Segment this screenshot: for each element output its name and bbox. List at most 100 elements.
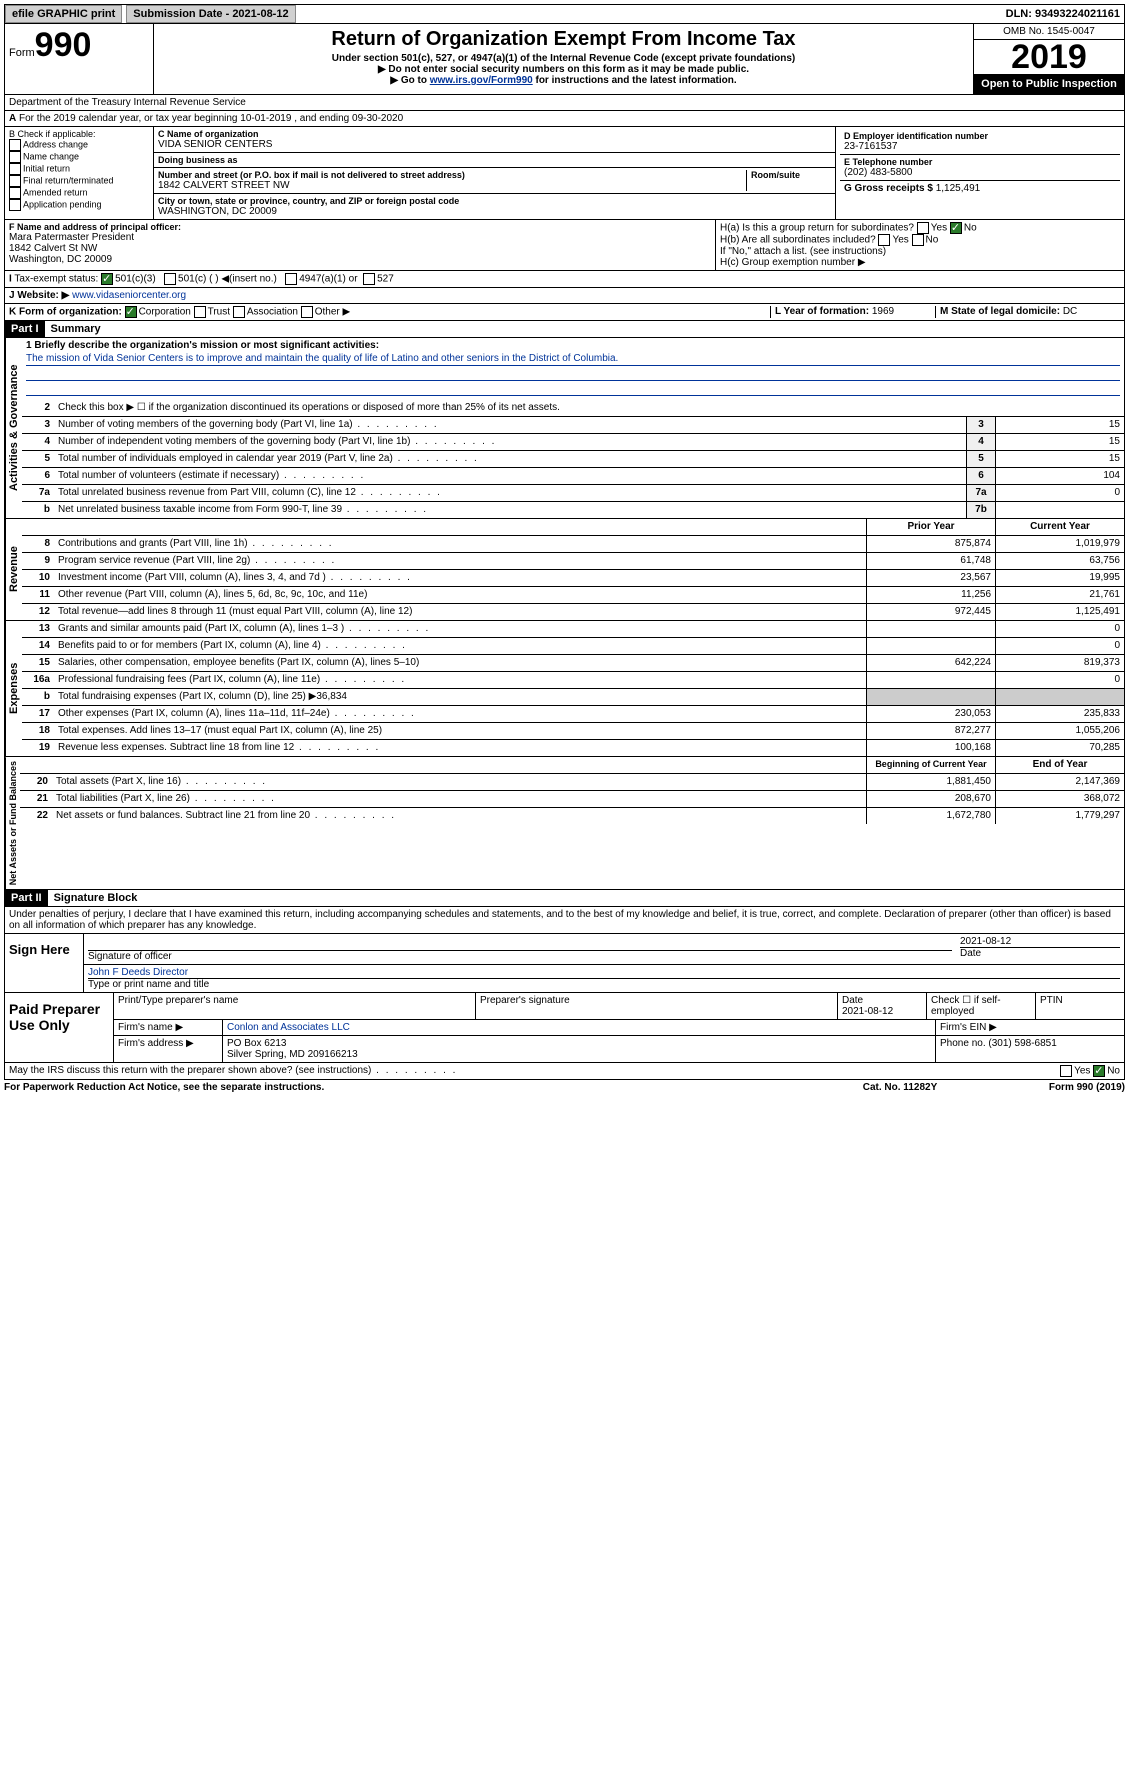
chk-501c[interactable] bbox=[164, 273, 176, 285]
mission-text: The mission of Vida Senior Centers is to… bbox=[26, 353, 1120, 366]
chk-amended-return[interactable] bbox=[9, 187, 21, 199]
lbl-4947: 4947(a)(1) or bbox=[299, 274, 357, 285]
line19-text: Revenue less expenses. Subtract line 18 … bbox=[54, 740, 866, 756]
prep-self-emp: Check ☐ if self-employed bbox=[927, 993, 1036, 1019]
line18-cur: 1,055,206 bbox=[995, 723, 1124, 739]
line21-end: 368,072 bbox=[995, 791, 1124, 807]
line7b-val bbox=[995, 502, 1124, 518]
submission-date-button[interactable]: Submission Date - 2021-08-12 bbox=[126, 5, 295, 23]
chk-527[interactable] bbox=[363, 273, 375, 285]
line2-text: Check this box ▶ ☐ if the organization d… bbox=[54, 400, 1124, 416]
chk-501c3[interactable] bbox=[101, 273, 113, 285]
chk-association[interactable] bbox=[233, 306, 245, 318]
box-i: I Tax-exempt status: 501(c)(3) 501(c) ( … bbox=[4, 271, 1125, 288]
line12-cur: 1,125,491 bbox=[995, 604, 1124, 620]
line16b-text: Total fundraising expenses (Part IX, col… bbox=[54, 689, 866, 705]
lbl-501c: 501(c) ( ) ◀(insert no.) bbox=[178, 274, 277, 285]
line21-text: Total liabilities (Part X, line 26) bbox=[52, 791, 866, 807]
officer-name: Mara Patermaster President bbox=[9, 232, 711, 243]
chk-discuss-no[interactable] bbox=[1093, 1065, 1105, 1077]
line16b-cur bbox=[995, 689, 1124, 705]
line18-text: Total expenses. Add lines 13–17 (must eq… bbox=[54, 723, 866, 739]
firm-addr: PO Box 6213 bbox=[227, 1038, 286, 1049]
dept-row: Department of the Treasury Internal Reve… bbox=[4, 95, 1125, 111]
officer-addr2: Washington, DC 20009 bbox=[9, 254, 711, 265]
chk-ha-yes[interactable] bbox=[917, 222, 929, 234]
firm-addr2: Silver Spring, MD 209166213 bbox=[227, 1049, 358, 1060]
discuss-text: May the IRS discuss this return with the… bbox=[9, 1065, 1060, 1077]
lbl-name-change: Name change bbox=[23, 151, 79, 161]
chk-corporation[interactable] bbox=[125, 306, 137, 318]
lbl-discuss-yes: Yes bbox=[1074, 1066, 1090, 1077]
line6-val: 104 bbox=[995, 468, 1124, 484]
lbl-application-pending: Application pending bbox=[23, 199, 102, 209]
chk-final-return[interactable] bbox=[9, 175, 21, 187]
section-f-h: F Name and address of principal officer:… bbox=[4, 220, 1125, 271]
chk-trust[interactable] bbox=[194, 306, 206, 318]
box-j: J Website: ▶ www.vidaseniorcenter.org bbox=[4, 288, 1125, 304]
line7b-text: Net unrelated business taxable income fr… bbox=[54, 502, 966, 518]
prep-sig-label: Preparer's signature bbox=[476, 993, 838, 1019]
ein-value: 23-7161537 bbox=[844, 141, 1116, 152]
dept-treasury: Department of the Treasury Internal Reve… bbox=[9, 97, 246, 108]
form-number-box: Form990 bbox=[5, 24, 154, 94]
line20-end: 2,147,369 bbox=[995, 774, 1124, 790]
chk-ha-no[interactable] bbox=[950, 222, 962, 234]
line10-prior: 23,567 bbox=[866, 570, 995, 586]
street-label: Number and street (or P.O. box if mail i… bbox=[158, 170, 746, 180]
part1-title: Summary bbox=[45, 321, 107, 337]
lbl-amended-return: Amended return bbox=[23, 187, 88, 197]
officer-addr1: 1842 Calvert St NW bbox=[9, 243, 711, 254]
street-address: 1842 CALVERT STREET NW bbox=[158, 180, 746, 191]
line11-prior: 11,256 bbox=[866, 587, 995, 603]
firm-name[interactable]: Conlon and Associates LLC bbox=[227, 1022, 350, 1033]
sig-name[interactable]: John F Deeds Director bbox=[88, 967, 1120, 979]
line7a-text: Total unrelated business revenue from Pa… bbox=[54, 485, 966, 501]
irs-link[interactable]: www.irs.gov/Form990 bbox=[430, 75, 533, 86]
org-name-label: C Name of organization bbox=[158, 129, 831, 139]
line20-beg: 1,881,450 bbox=[866, 774, 995, 790]
mission-blank2 bbox=[26, 383, 1120, 396]
chk-application-pending[interactable] bbox=[9, 199, 21, 211]
website-link[interactable]: www.vidaseniorcenter.org bbox=[72, 290, 186, 301]
prep-date: 2021-08-12 bbox=[842, 1006, 893, 1017]
chk-address-change[interactable] bbox=[9, 139, 21, 151]
org-name: VIDA SENIOR CENTERS bbox=[158, 139, 831, 150]
vert-revenue: Revenue bbox=[5, 519, 22, 620]
chk-initial-return[interactable] bbox=[9, 163, 21, 175]
line6-text: Total number of volunteers (estimate if … bbox=[54, 468, 966, 484]
lbl-other: Other ▶ bbox=[315, 307, 350, 318]
mission-blank1 bbox=[26, 368, 1120, 381]
chk-4947[interactable] bbox=[285, 273, 297, 285]
revenue-grid: Revenue Prior YearCurrent Year 8Contribu… bbox=[4, 519, 1125, 621]
prep-name-label: Print/Type preparer's name bbox=[114, 993, 476, 1019]
line22-text: Net assets or fund balances. Subtract li… bbox=[52, 808, 866, 824]
line8-prior: 875,874 bbox=[866, 536, 995, 552]
year-formation: 1969 bbox=[872, 306, 894, 317]
instructions-line: ▶ Go to www.irs.gov/Form990 for instruct… bbox=[158, 75, 969, 86]
gross-receipts-label: G Gross receipts $ bbox=[844, 183, 933, 194]
line12-prior: 972,445 bbox=[866, 604, 995, 620]
line8-cur: 1,019,979 bbox=[995, 536, 1124, 552]
box-d-e-g: D Employer identification number 23-7161… bbox=[836, 127, 1124, 219]
chk-hb-yes[interactable] bbox=[878, 234, 890, 246]
efile-button[interactable]: efile GRAPHIC print bbox=[5, 5, 122, 23]
ein-label: D Employer identification number bbox=[844, 131, 1116, 141]
part2-badge: Part II bbox=[5, 890, 48, 906]
chk-name-change[interactable] bbox=[9, 151, 21, 163]
sign-here-block: Sign Here Signature of officer 2021-08-1… bbox=[4, 934, 1125, 993]
paid-preparer-label: Paid Preparer Use Only bbox=[5, 993, 114, 1062]
chk-other[interactable] bbox=[301, 306, 313, 318]
line4-val: 15 bbox=[995, 434, 1124, 450]
line13-text: Grants and similar amounts paid (Part IX… bbox=[54, 621, 866, 637]
line3-text: Number of voting members of the governin… bbox=[54, 417, 966, 433]
box-c: C Name of organization VIDA SENIOR CENTE… bbox=[154, 127, 836, 219]
chk-discuss-yes[interactable] bbox=[1060, 1065, 1072, 1077]
goto-suffix: for instructions and the latest informat… bbox=[533, 75, 737, 86]
gross-receipts-value: 1,125,491 bbox=[936, 183, 981, 194]
chk-hb-no[interactable] bbox=[912, 234, 924, 246]
ssn-warning: ▶ Do not enter social security numbers o… bbox=[158, 64, 969, 75]
line16b-prior bbox=[866, 689, 995, 705]
governance-grid: Activities & Governance 1 Briefly descri… bbox=[4, 338, 1125, 519]
lbl-yes: Yes bbox=[931, 223, 947, 234]
